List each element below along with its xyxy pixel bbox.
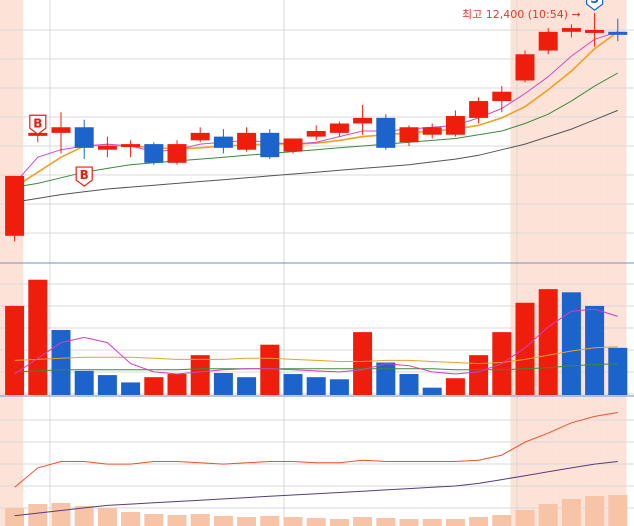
ma-line-long: [14, 72, 619, 188]
volume-bar: [237, 377, 257, 395]
sell-signal-marker: [586, 0, 604, 11]
volume-bar: [445, 378, 465, 395]
candle-body: [74, 127, 94, 148]
candle-body: [469, 101, 489, 118]
indicator-bar: [608, 495, 628, 526]
candle-body: [260, 132, 280, 158]
volume-ma-short: [14, 308, 618, 375]
volume-bar: [469, 355, 489, 395]
candle-body: [538, 31, 558, 51]
right-arrow-icon: ➞: [571, 8, 581, 21]
volume-bar: [353, 332, 373, 395]
volume-bar: [585, 305, 605, 395]
indicator-bar: [585, 496, 605, 526]
volume-bar: [28, 279, 48, 395]
candle-body: [399, 127, 419, 143]
candle-body: [561, 28, 581, 32]
indicator-bar: [51, 503, 71, 526]
indicator-bar: [469, 517, 489, 526]
volume-bar: [74, 370, 94, 395]
volume-bar: [608, 347, 628, 395]
signal-label: B: [80, 168, 89, 182]
candle-body: [190, 132, 210, 141]
candle-body: [353, 117, 373, 124]
indicator-bar: [237, 517, 257, 526]
volume-bar: [144, 377, 164, 395]
candle-body: [283, 138, 303, 152]
ma-line-mid: [14, 31, 619, 188]
volume-bar: [97, 375, 117, 395]
volume-bar: [213, 372, 233, 395]
indicator-bar: [5, 508, 25, 526]
candle-body: [97, 145, 117, 150]
candle-body: [515, 54, 535, 81]
volume-ma-long: [14, 363, 618, 373]
volume-bar: [283, 374, 303, 395]
candle-body: [585, 29, 605, 33]
volume-bar: [515, 302, 535, 395]
indicator-bar: [376, 518, 396, 526]
volume-bar: [260, 344, 280, 395]
volume-bar: [329, 379, 349, 395]
volume-bar: [5, 305, 25, 395]
volume-bar: [190, 355, 210, 395]
candle-body: [213, 136, 233, 148]
high-price-annotation: 최고 12,400 (10:54) ➞: [462, 6, 581, 22]
candle-body: [5, 175, 25, 236]
indicator-line-2: [14, 461, 618, 517]
candle-body: [144, 144, 164, 163]
indicator-bar: [353, 517, 373, 526]
buy-signal-marker: [29, 114, 47, 136]
volume-bar: [561, 292, 581, 395]
candle-body: [445, 116, 465, 135]
indicator-bar: [283, 517, 303, 526]
candle-body: [422, 127, 442, 135]
candle-body: [51, 127, 71, 133]
indicator-bar: [422, 519, 442, 526]
candle-body: [121, 144, 141, 148]
indicator-bar: [538, 504, 558, 526]
indicator-bar: [213, 516, 233, 526]
indicator-bar: [329, 519, 349, 526]
buy-signal-marker: [75, 166, 93, 187]
indicator-bar: [445, 519, 465, 526]
candle-body: [376, 117, 396, 148]
indicator-bar: [28, 504, 48, 526]
indicator-bar: [561, 499, 581, 526]
candle-body: [167, 144, 187, 163]
candle-body: [237, 132, 257, 150]
indicator-bar: [260, 516, 280, 526]
volume-bar: [51, 330, 71, 395]
volume-bar: [422, 387, 442, 395]
indicator-bar: [97, 508, 117, 526]
high-price-label: 최고 12,400 (10:54): [462, 8, 569, 21]
volume-bar: [306, 377, 326, 395]
indicator-bar: [144, 514, 164, 526]
volume-bar: [538, 289, 558, 395]
volume-ma-mid: [14, 346, 618, 365]
indicator-bar: [492, 515, 512, 526]
candle-body: [492, 91, 512, 102]
candle-body: [306, 131, 326, 137]
indicator-bar: [167, 515, 187, 526]
indicator-line-1: [14, 412, 618, 488]
ma-line-short: [14, 31, 618, 184]
ma-line-longest: [14, 109, 618, 203]
candle-body: [608, 31, 628, 35]
signal-label: S: [590, 0, 599, 6]
volume-bar: [121, 382, 141, 395]
volume-bar: [167, 374, 187, 395]
indicator-bar: [121, 512, 141, 526]
indicator-bar: [515, 510, 535, 526]
signal-label: B: [33, 116, 42, 130]
indicator-bar: [190, 514, 210, 526]
volume-bar: [399, 374, 419, 395]
indicator-bar: [74, 506, 94, 526]
candle-body: [329, 123, 349, 133]
indicator-bar: [399, 519, 419, 526]
volume-bar: [376, 362, 396, 395]
indicator-bar: [306, 518, 326, 526]
